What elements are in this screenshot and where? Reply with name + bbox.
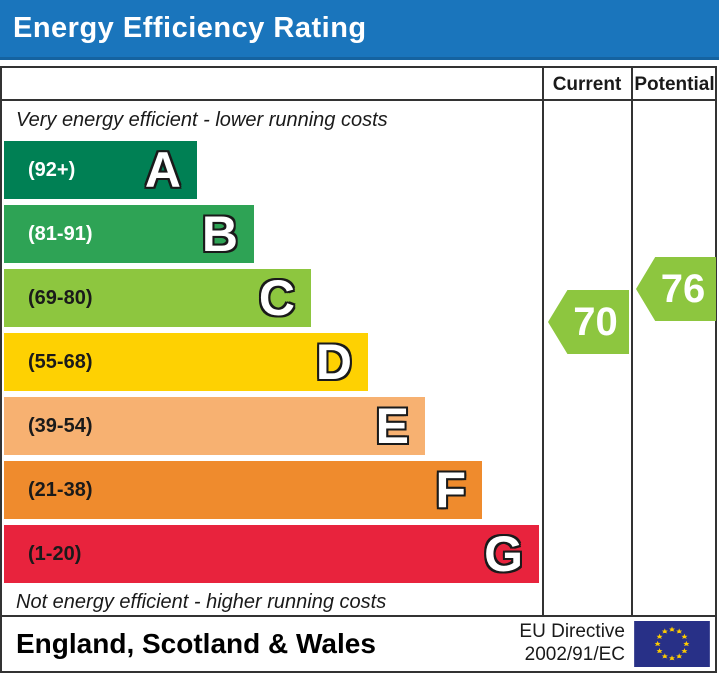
- band-range-label: (69-80): [28, 287, 93, 309]
- chart-header-row: Current Potential: [2, 68, 715, 101]
- bottom-caption: Not energy efficient - higher running co…: [16, 591, 387, 613]
- top-caption: Very energy efficient - lower running co…: [16, 109, 388, 131]
- page-title: Energy Efficiency Rating: [13, 12, 367, 44]
- band-letter: G: [484, 526, 523, 582]
- band-row-B: (81-91) B: [4, 205, 254, 263]
- band-letter: C: [258, 270, 295, 326]
- eu-directive-line2: 2002/91/EC: [524, 644, 625, 665]
- eu-directive-line1: EU Directive: [519, 621, 625, 643]
- potential-column-divider: [631, 68, 633, 615]
- band-letter: F: [435, 462, 466, 518]
- title-bar: Energy Efficiency Rating: [0, 0, 719, 60]
- band-range-label: (92+): [28, 159, 76, 181]
- band-letter: A: [144, 142, 181, 198]
- eu-flag-icon: [634, 621, 710, 667]
- band-row-D: (55-68) D: [4, 333, 368, 391]
- footer-right-group: EU Directive 2002/91/EC: [519, 621, 715, 667]
- current-column-header: Current: [552, 74, 622, 95]
- energy-efficiency-chart: Current Potential Very energy efficient …: [0, 66, 717, 617]
- current-rating-value: 70: [573, 299, 618, 344]
- band-row-E: (39-54) E: [4, 397, 425, 455]
- band-range-label: (55-68): [28, 351, 93, 373]
- footer-bar: England, Scotland & Wales EU Directive 2…: [0, 617, 717, 673]
- band-row-F: (21-38) F: [4, 461, 482, 519]
- potential-rating-value: 76: [660, 266, 706, 311]
- band-range-label: (21-38): [28, 479, 93, 501]
- band-letter: D: [315, 334, 352, 390]
- band-row-G: (1-20) G: [4, 525, 539, 583]
- potential-rating-arrow: 76: [636, 257, 716, 321]
- band-row-A: (92+) A: [4, 141, 197, 199]
- band-range-label: (81-91): [28, 223, 93, 245]
- region-label: England, Scotland & Wales: [16, 628, 376, 659]
- band-letter: E: [375, 398, 409, 454]
- current-rating-arrow: 70: [548, 290, 629, 354]
- eu-directive-label: EU Directive 2002/91/EC: [519, 621, 625, 667]
- band-range-label: (1-20): [28, 543, 82, 565]
- band-row-C: (69-80) C: [4, 269, 311, 327]
- band-letter: B: [201, 206, 238, 262]
- band-range-label: (39-54): [28, 415, 93, 437]
- current-column-divider: [542, 68, 544, 615]
- potential-column-header: Potential: [634, 74, 715, 95]
